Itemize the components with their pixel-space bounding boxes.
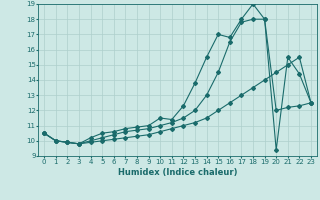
X-axis label: Humidex (Indice chaleur): Humidex (Indice chaleur) (118, 168, 237, 177)
